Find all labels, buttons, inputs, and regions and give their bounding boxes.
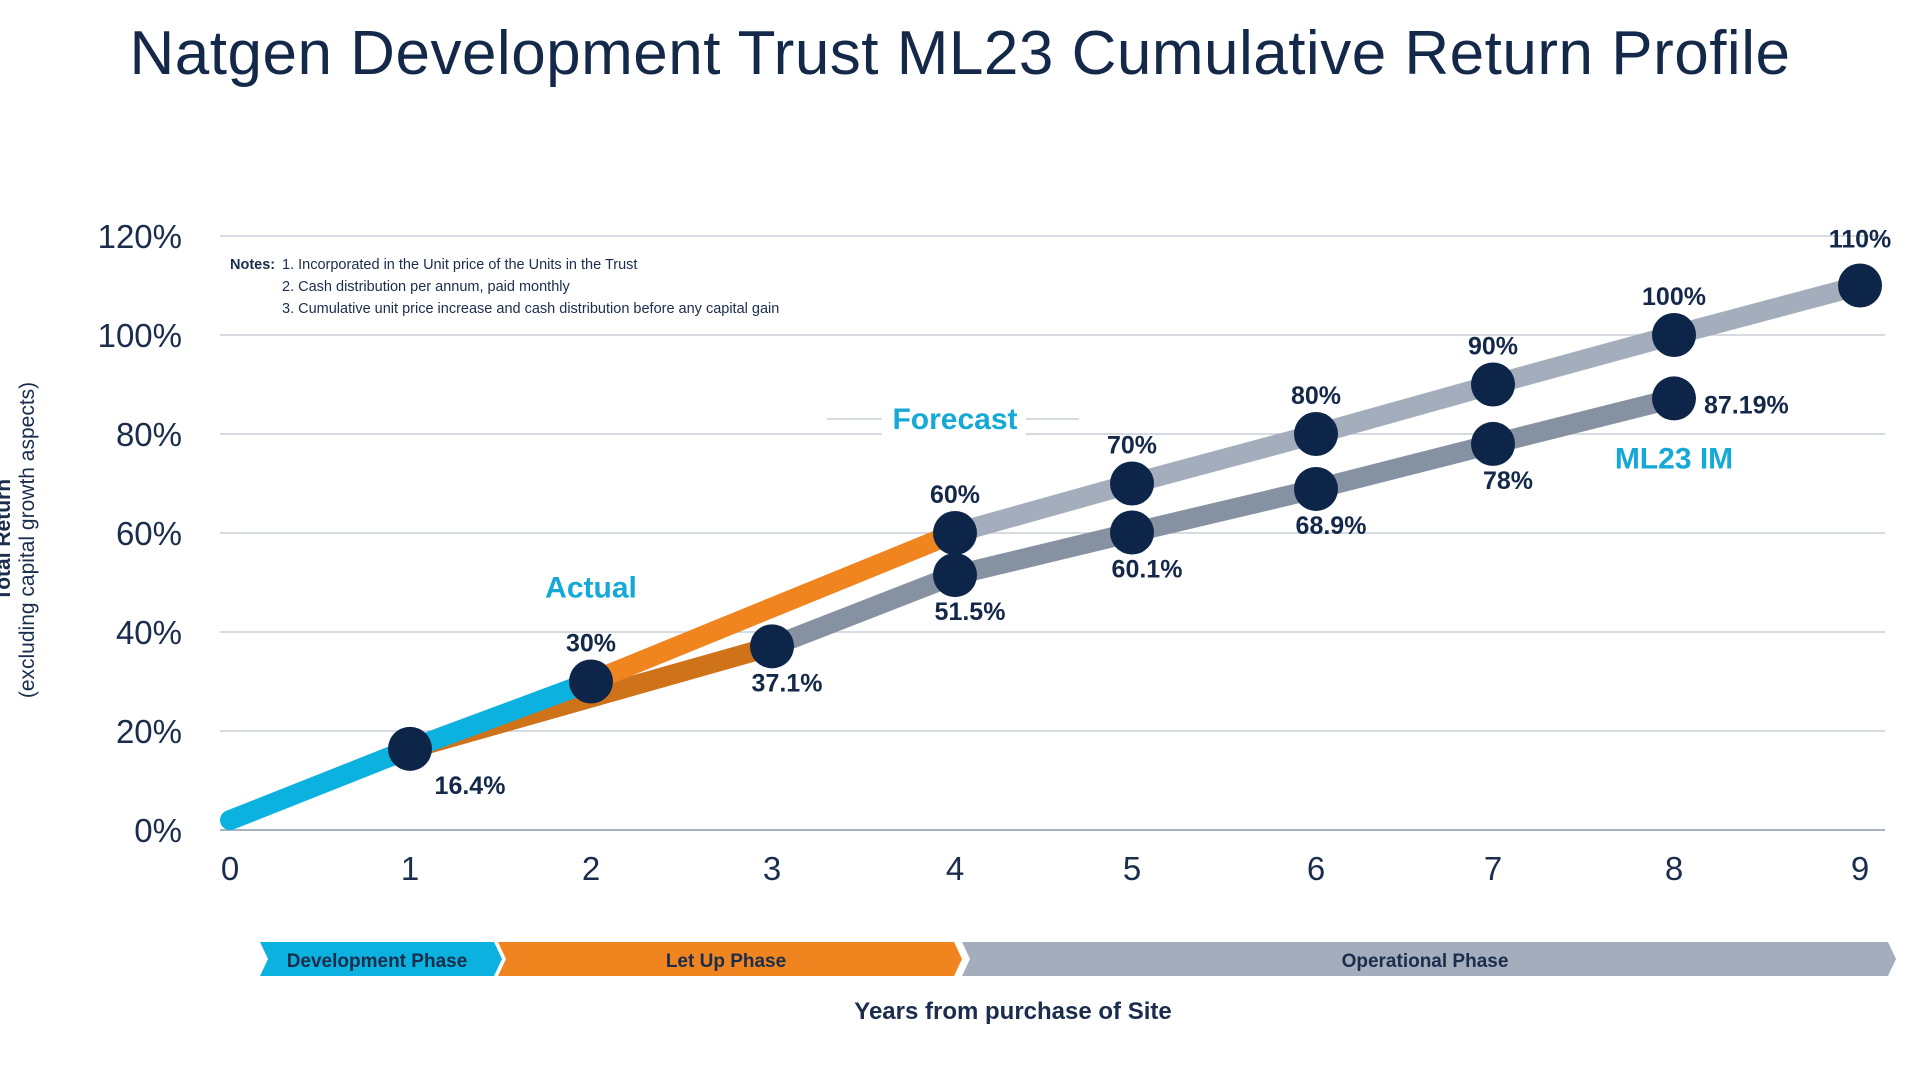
data-label-forecast: 110%: [1829, 226, 1892, 254]
data-label-im: 87.19%: [1704, 391, 1789, 419]
x-tick-label: 0: [221, 850, 239, 887]
note-item: 2. Cash distribution per annum, paid mon…: [282, 279, 570, 295]
data-point-forecast: [388, 726, 432, 771]
data-point-forecast: [569, 659, 613, 704]
data-label-forecast: 90%: [1468, 333, 1518, 361]
y-axis-label: Total Return (excluding capital growth a…: [0, 382, 40, 698]
chart-title: Natgen Development Trust ML23 Cumulative…: [129, 19, 1791, 88]
data-label-im: 51.5%: [935, 598, 1006, 626]
data-point-im: [933, 553, 977, 598]
y-tick-label: 20%: [116, 713, 182, 750]
y-tick-label: 80%: [116, 416, 182, 453]
annotation-forecast: Forecast: [892, 403, 1017, 436]
data-label-im: 16.4%: [435, 772, 506, 800]
y-tick-label: 100%: [98, 317, 182, 354]
series-line-forecast: [945, 275, 1870, 543]
data-point-im: [750, 624, 794, 669]
y-tick-label: 60%: [116, 515, 182, 552]
annotation-forecast-bg: [881, 395, 1026, 442]
data-point-forecast: [1652, 313, 1696, 357]
data-label-forecast: 70%: [1107, 432, 1157, 460]
x-tick-label: 6: [1307, 850, 1325, 887]
phase-operational-label: Operational Phase: [1342, 951, 1509, 972]
phase-letup-bar: [498, 942, 962, 976]
series-line-im: [762, 388, 1684, 657]
annotation-actual: Actual: [545, 571, 637, 604]
x-tick-label: 4: [946, 850, 964, 887]
data-label-im: 78%: [1483, 467, 1533, 495]
y-tick-label: 120%: [98, 218, 182, 255]
y-axis-title: Total Return: [0, 478, 15, 602]
data-label-im: 60.1%: [1112, 556, 1183, 584]
note-item: 1. Incorporated in the Unit price of the…: [282, 257, 638, 273]
data-point-im: [1294, 466, 1338, 511]
phase-operational-bar: [962, 942, 1896, 976]
data-point-im: [1652, 376, 1696, 421]
note-item: 3. Cumulative unit price increase and ca…: [282, 301, 780, 317]
data-label-im: 37.1%: [752, 669, 823, 697]
phase-letup-label: Let Up Phase: [666, 951, 786, 972]
data-point-forecast: [1294, 412, 1338, 456]
data-label-forecast: 30%: [566, 630, 616, 658]
y-axis-subtitle: (excluding capital growth aspects): [16, 381, 39, 699]
data-point-forecast: [1110, 461, 1154, 506]
data-label-forecast: 60%: [930, 481, 980, 509]
data-point-im: [1110, 510, 1154, 555]
data-label-forecast: 80%: [1291, 382, 1341, 410]
y-tick-label: 40%: [116, 614, 182, 651]
x-tick-label: 9: [1851, 850, 1869, 887]
phase-development-label: Development Phase: [287, 951, 468, 972]
x-tick-label: 3: [763, 850, 781, 887]
phase-development-bar: [260, 942, 502, 976]
data-label-forecast: 100%: [1642, 283, 1706, 311]
annotation-ml23-im: ML23 IM: [1615, 443, 1733, 476]
data-label-im: 68.9%: [1296, 512, 1367, 540]
data-point-im: [1471, 421, 1515, 466]
series-line-letup: [581, 523, 965, 692]
x-tick-label: 8: [1665, 850, 1683, 887]
notes-heading: Notes:: [230, 257, 276, 273]
data-point-forecast: [933, 511, 977, 555]
x-axis-label: Years from purchase of Site: [854, 998, 1172, 1025]
y-tick-label: 0%: [134, 812, 182, 849]
x-tick-label: 5: [1123, 850, 1141, 887]
x-tick-label: 1: [401, 850, 419, 887]
x-tick-label: 7: [1484, 850, 1502, 887]
x-tick-label: 2: [582, 850, 600, 887]
data-point-forecast: [1471, 362, 1515, 407]
data-point-forecast: [1838, 263, 1882, 308]
